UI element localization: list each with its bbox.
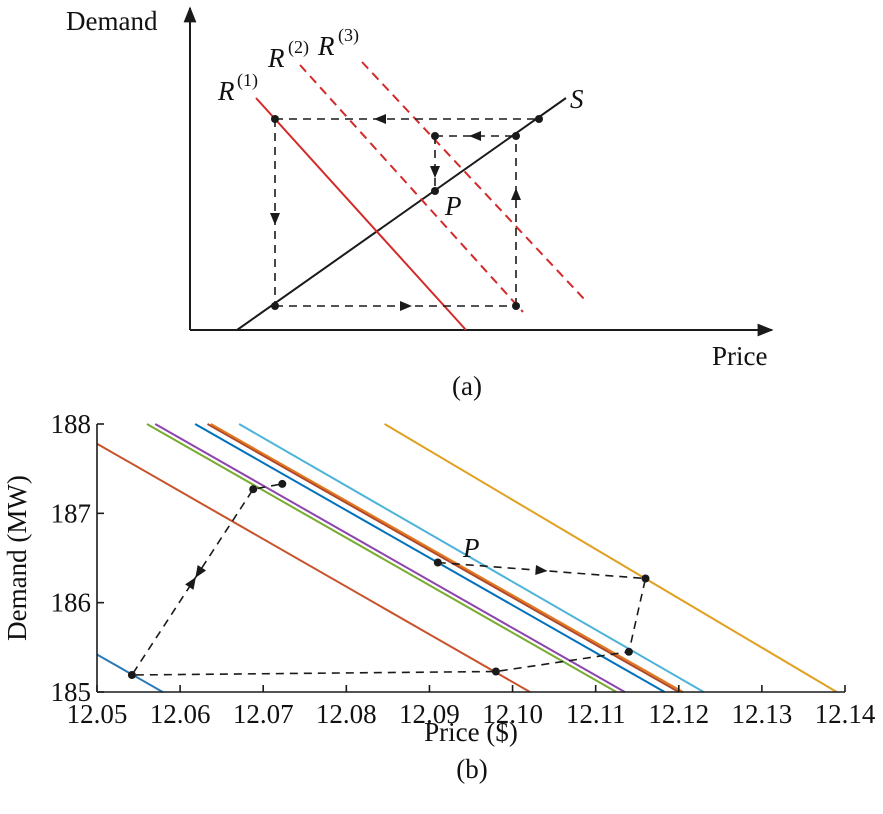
- panel-a-xlabel: Price: [712, 341, 767, 371]
- panel-a-ylabel: Demand: [66, 6, 158, 36]
- panel-b-ylabel: Demand (MW): [2, 475, 32, 641]
- panel-b-x-tick-label: 12.12: [648, 699, 709, 729]
- panel-b-series-line-2: [96, 442, 531, 693]
- panel-b-y-tick-label: 186: [51, 588, 92, 618]
- panel-a-point-label: P: [444, 191, 462, 221]
- panel-b-iteration-point-3: [624, 647, 633, 656]
- panel-b-iteration-point-4: [491, 667, 500, 676]
- panel-b-x-tick-label: 12.06: [150, 699, 211, 729]
- panel-b-x-tick-label: 12.11: [566, 699, 626, 729]
- panel-b-x-tick-label: 12.08: [316, 699, 377, 729]
- panel-b-iteration-point-6: [249, 485, 258, 494]
- panel-b-arrowhead-3: [195, 565, 207, 578]
- panel-b-x-tick-label: 12.07: [233, 699, 294, 729]
- panel-b-series-line-7: [210, 423, 684, 693]
- panel-b-path: [127, 479, 650, 679]
- panel-b-iteration-point-1: [433, 558, 442, 567]
- response-sup-1: (1): [237, 70, 258, 91]
- panel-b-xlabel: Price ($): [424, 717, 518, 747]
- response-curve-1: [255, 97, 467, 331]
- panel-b-arrowhead-1: [535, 565, 548, 576]
- panel-b-series-line-5: [194, 423, 666, 693]
- panel-b-series-line-4: [154, 423, 626, 693]
- response-label-3: R: [317, 31, 335, 61]
- panel-b-series-line-3: [146, 423, 617, 693]
- response-sup-3: (3): [338, 25, 359, 46]
- panel-b-point-label: P: [462, 533, 480, 563]
- panel-b-caption: (b): [456, 754, 487, 784]
- panel-b-iteration-point-5: [127, 671, 136, 679]
- iteration-dots: [271, 115, 543, 310]
- response-sup-2: (2): [288, 37, 309, 58]
- panel-b: 12.05 12.06 12.07 12.08 12.09 12.10 12.11 12.12…: [2, 409, 876, 784]
- panel-b-series-line-8: [238, 423, 705, 693]
- iteration-arrowheads: [270, 114, 521, 311]
- panel-b-iteration-line: [130, 483, 647, 676]
- iteration-path: [274, 118, 539, 307]
- panel-b-y-tick-label: 185: [51, 677, 92, 707]
- panel-b-x-tick-label: 12.14: [815, 699, 876, 729]
- panel-b-series: [96, 423, 838, 693]
- panel-b-iteration-point-2: [641, 574, 650, 583]
- panel-b-x-tick-label: 12.05: [67, 699, 128, 729]
- panel-b-series-line-9: [384, 423, 838, 693]
- response-curve-2: [299, 64, 524, 313]
- panel-a-caption: (a): [452, 371, 482, 401]
- panel-b-iteration-point-7: [278, 479, 287, 488]
- panel-b-y-tick-label: 188: [51, 409, 92, 439]
- panel-b-arrowhead-2: [185, 577, 196, 590]
- panel-a: Demand Price (a) S R (1) R (2) R (3): [66, 6, 774, 401]
- response-label-2: R: [267, 43, 285, 73]
- panel-b-x-tick-label: 12.09: [399, 699, 460, 729]
- panel-b-x-tick-label: 12.10: [482, 699, 543, 729]
- response-curve-3: [361, 61, 586, 301]
- panel-b-y-tick-label: 187: [51, 498, 92, 528]
- response-label-1: R: [217, 76, 235, 106]
- panel-b-series-line-6: [207, 423, 680, 693]
- supply-label: S: [570, 84, 584, 114]
- panel-b-x-tick-label: 12.13: [732, 699, 793, 729]
- panel-b-axes: 12.05 12.06 12.07 12.08 12.09 12.10 12.11 12.12…: [51, 409, 876, 729]
